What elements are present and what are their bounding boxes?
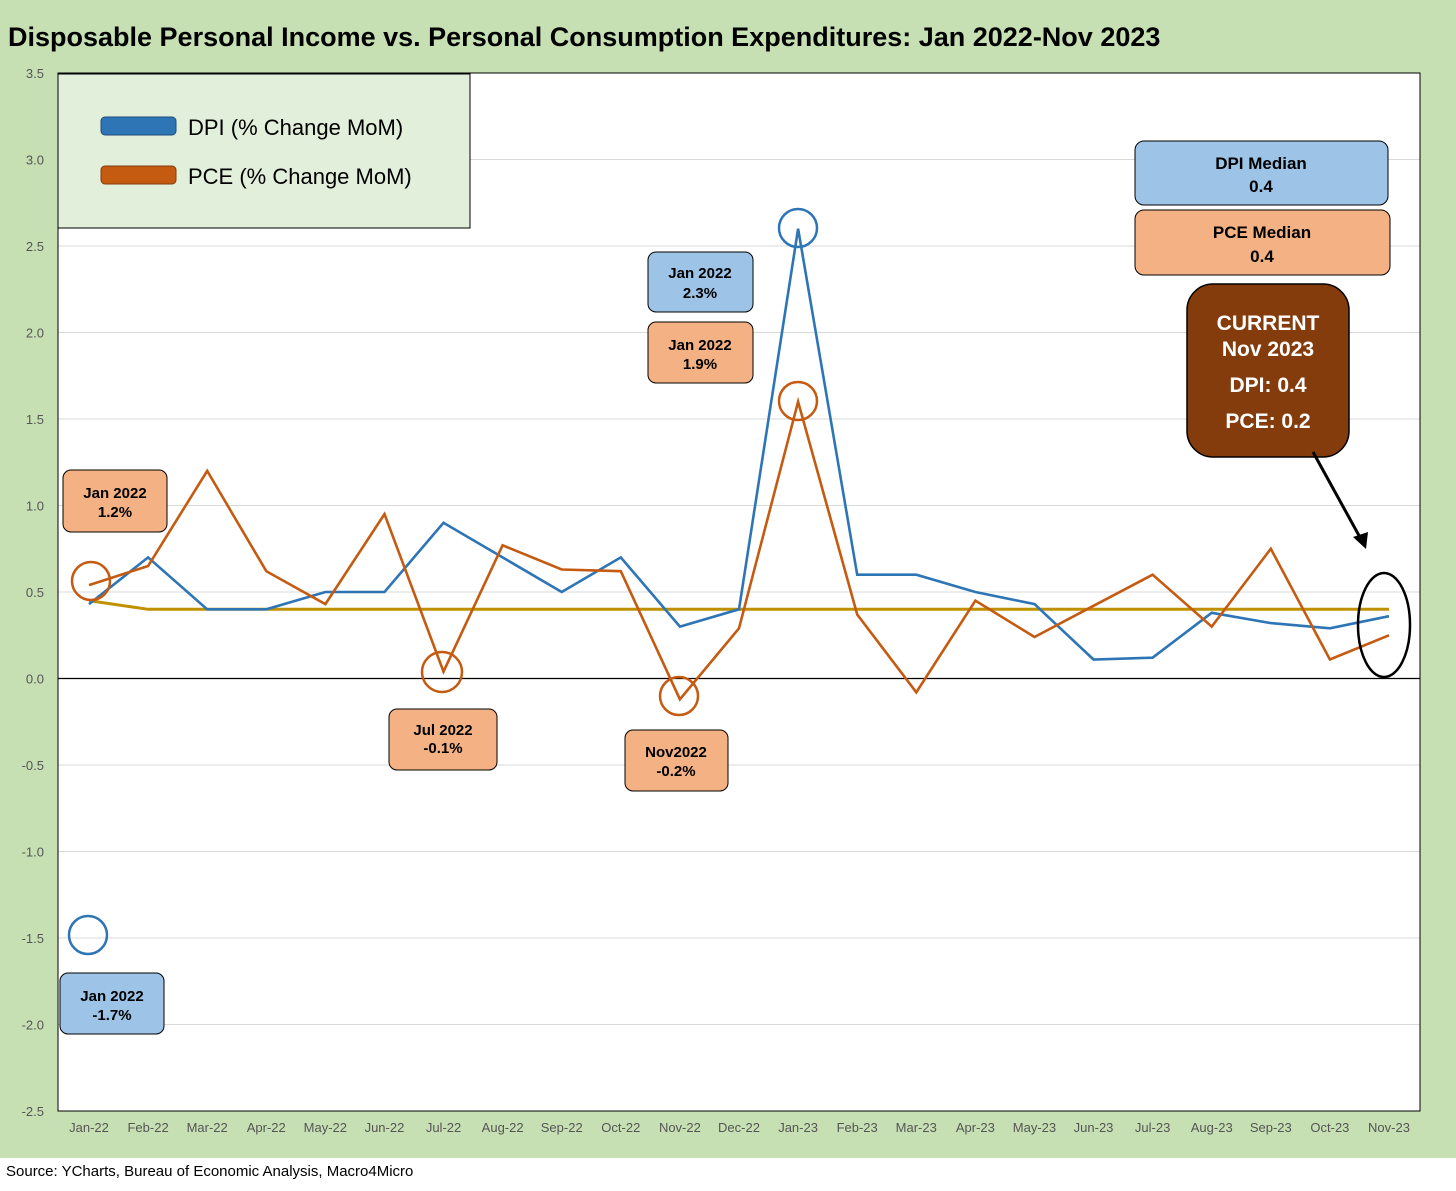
- pce-line: [88, 396, 1390, 702]
- current-label: CURRENT: [1217, 312, 1320, 335]
- x-tick-label: Dec-22: [718, 1120, 760, 1135]
- chart-title: Disposable Personal Income vs. Personal …: [8, 22, 1161, 52]
- x-tick-label: Jan-22: [69, 1120, 109, 1135]
- current-dpi: DPI: 0.4: [1229, 374, 1306, 397]
- current-pce: PCE: 0.2: [1225, 410, 1310, 433]
- current-date: Nov 2023: [1222, 338, 1314, 361]
- highlight-circle-nov22: [658, 675, 700, 717]
- callout-jul22: Jul 2022 -0.1%: [388, 708, 498, 771]
- highlight-circle-pce-jan22: [70, 560, 112, 602]
- legend-label-dpi: DPI (% Change MoM): [188, 115, 403, 140]
- y-tick-label: 2.0: [26, 326, 44, 341]
- pce-median-title: PCE Median: [1213, 223, 1311, 242]
- x-tick-label: Jul-23: [1135, 1120, 1170, 1135]
- callout-dpi-jan23-label: Jan 2022: [668, 265, 731, 282]
- x-tick-label: Jun-22: [365, 1120, 405, 1135]
- callout-dpi-jan22: Jan 2022 -1.7%: [59, 972, 165, 1035]
- callout-dpi-jan23-value: 2.3%: [683, 285, 717, 302]
- x-tick-label: May-23: [1013, 1120, 1056, 1135]
- callout-dpi-jan23: Jan 2022 2.3%: [647, 251, 754, 313]
- callout-pce-jan22: Jan 2022 1.2%: [62, 469, 168, 533]
- legend-label-pce: PCE (% Change MoM): [188, 164, 412, 189]
- pce-median-value: 0.4: [1250, 247, 1274, 266]
- current-highlight-ellipse: [1356, 571, 1412, 679]
- dpi-line: [88, 228, 1390, 661]
- callout-pce-jan22-value: 1.2%: [98, 504, 132, 521]
- legend-swatch-dpi: [100, 116, 177, 136]
- callout-dpi-jan22-value: -1.7%: [92, 1007, 131, 1024]
- callout-pce-jan23-value: 1.9%: [683, 356, 717, 373]
- current-box: CURRENT Nov 2023 DPI: 0.4 PCE: 0.2: [1186, 283, 1350, 458]
- y-tick-label: -1.0: [22, 845, 44, 860]
- callout-pce-jan23: Jan 2022 1.9%: [647, 321, 754, 384]
- y-axis-ticks: 3.5 3.0 2.5 2.0 1.5 1.0 0.5 0.0 -0.5 -1.0 -1.5 -2.0…: [22, 66, 44, 1119]
- y-tick-label: -0.5: [22, 758, 44, 773]
- dpi-median-box: DPI Median 0.4: [1134, 140, 1389, 206]
- x-tick-label: Apr-22: [247, 1120, 286, 1135]
- x-tick-label: Mar-22: [187, 1120, 228, 1135]
- y-tick-label: -1.5: [22, 931, 44, 946]
- callout-nov22-value: -0.2%: [656, 763, 695, 780]
- y-tick-label: 0.0: [26, 672, 44, 687]
- callout-nov22-label: Nov2022: [645, 744, 707, 761]
- chart-svg: 3.5 3.0 2.5 2.0 1.5 1.0 0.5 0.0 -0.5 -1.0 -1.5 -2.0…: [22, 66, 1421, 1135]
- y-tick-label: 1.5: [26, 412, 44, 427]
- callout-jul22-label: Jul 2022: [413, 722, 472, 739]
- dpi-median-value: 0.4: [1249, 177, 1273, 196]
- callout-pce-jan23-label: Jan 2022: [668, 337, 731, 354]
- x-tick-label: Jun-23: [1074, 1120, 1114, 1135]
- x-tick-label: Nov-22: [659, 1120, 701, 1135]
- y-tick-label: -2.5: [22, 1104, 44, 1119]
- x-tick-label: Sep-22: [541, 1120, 583, 1135]
- series-lines: [88, 228, 1390, 702]
- x-tick-label: Jan-23: [778, 1120, 818, 1135]
- x-tick-label: Aug-22: [482, 1120, 524, 1135]
- highlight-circle-dpi-jan22: [67, 914, 109, 956]
- legend: DPI (% Change MoM) PCE (% Change MoM): [57, 73, 471, 229]
- pce-median-box: PCE Median 0.4: [1134, 209, 1391, 276]
- x-tick-label: Feb-22: [127, 1120, 168, 1135]
- x-tick-label: Feb-23: [837, 1120, 878, 1135]
- y-tick-label: 3.5: [26, 66, 44, 81]
- plot-border: [57, 72, 1421, 1112]
- x-tick-label: Aug-23: [1191, 1120, 1233, 1135]
- y-tick-label: 1.0: [26, 499, 44, 514]
- y-tick-label: 3.0: [26, 153, 44, 168]
- callout-pce-jan22-label: Jan 2022: [83, 485, 146, 502]
- highlight-circle-dpi-jan23: [777, 207, 819, 249]
- x-axis-ticks: Jan-22 Feb-22 Mar-22 Apr-22 May-22 Jun-22 Jul-…: [69, 1120, 1410, 1135]
- highlight-circle-pce-jan23: [777, 380, 819, 422]
- legend-box: [57, 73, 471, 229]
- y-tick-label: 2.5: [26, 239, 44, 254]
- x-tick-label: Oct-22: [601, 1120, 640, 1135]
- x-tick-label: May-22: [304, 1120, 347, 1135]
- current-arrow: [1311, 451, 1364, 542]
- x-tick-label: Mar-23: [896, 1120, 937, 1135]
- current-arrowhead: [1353, 532, 1368, 549]
- callout-nov22: Nov2022 -0.2%: [624, 729, 729, 792]
- source-note: Source: YCharts, Bureau of Economic Anal…: [6, 1163, 414, 1180]
- callout-jul22-value: -0.1%: [423, 740, 462, 757]
- x-tick-label: Oct-23: [1310, 1120, 1349, 1135]
- x-tick-label: Apr-23: [956, 1120, 995, 1135]
- x-tick-label: Sep-23: [1250, 1120, 1292, 1135]
- highlight-circle-jul22: [420, 650, 464, 694]
- legend-swatch-pce: [100, 165, 177, 185]
- x-tick-label: Jul-22: [426, 1120, 461, 1135]
- dpi-median-title: DPI Median: [1215, 154, 1307, 173]
- y-tick-label: 0.5: [26, 585, 44, 600]
- callout-dpi-jan22-label: Jan 2022: [80, 988, 143, 1005]
- x-tick-label: Nov-23: [1368, 1120, 1410, 1135]
- y-tick-label: -2.0: [22, 1018, 44, 1033]
